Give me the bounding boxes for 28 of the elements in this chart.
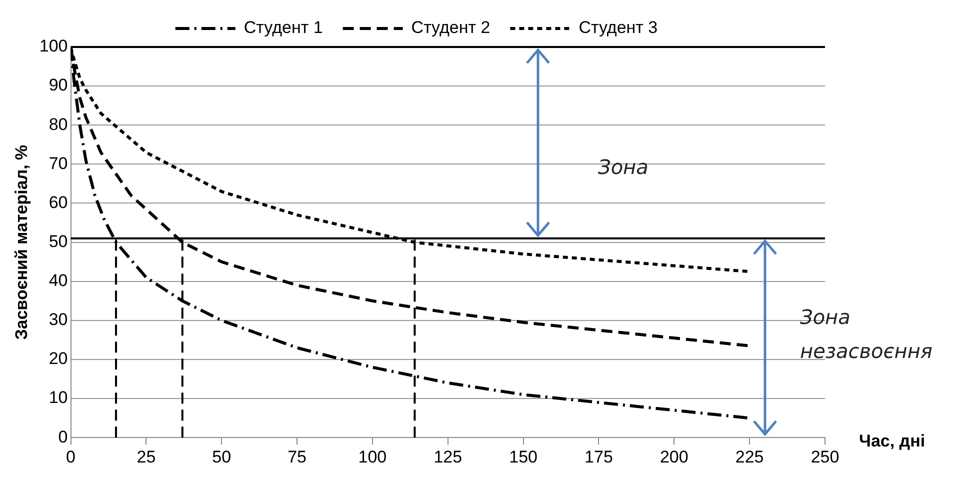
y-tick-label: 70: [48, 154, 68, 173]
y-tick-label: 90: [48, 76, 68, 95]
x-tick-label: 175: [584, 447, 613, 466]
x-tick-label: 50: [212, 447, 232, 466]
x-tick-label: 25: [136, 447, 156, 466]
x-tick-label: 225: [735, 447, 764, 466]
legend-label: Студент 3: [578, 18, 658, 38]
annotation: Зона незасвоєння: [800, 304, 932, 365]
y-tick-label: 100: [39, 36, 68, 56]
x-tick-label: 150: [509, 447, 538, 466]
y-tick-label: 80: [48, 114, 68, 134]
x-axis-title: Час, дні: [859, 431, 926, 450]
y-tick-label: 40: [48, 271, 68, 290]
y-tick-label: 20: [48, 349, 68, 368]
y-tick-label: 0: [58, 427, 68, 446]
y-tick-label: 10: [48, 388, 68, 408]
x-tick-label: 200: [660, 447, 688, 466]
y-tick-label: 50: [48, 232, 68, 251]
legend-label: Студент 2: [411, 18, 490, 38]
y-axis-title: Засвоєний матеріал, %: [12, 144, 31, 340]
x-tick-label: 250: [810, 447, 840, 466]
x-tick-label: 75: [288, 447, 306, 466]
y-tick-label: 60: [48, 192, 68, 212]
annotation: Зона: [598, 154, 648, 181]
x-tick-label: 125: [434, 447, 462, 466]
legend-label: Студент 1: [244, 18, 323, 38]
y-tick-label: 30: [48, 310, 68, 330]
x-tick-label: 100: [358, 447, 387, 466]
